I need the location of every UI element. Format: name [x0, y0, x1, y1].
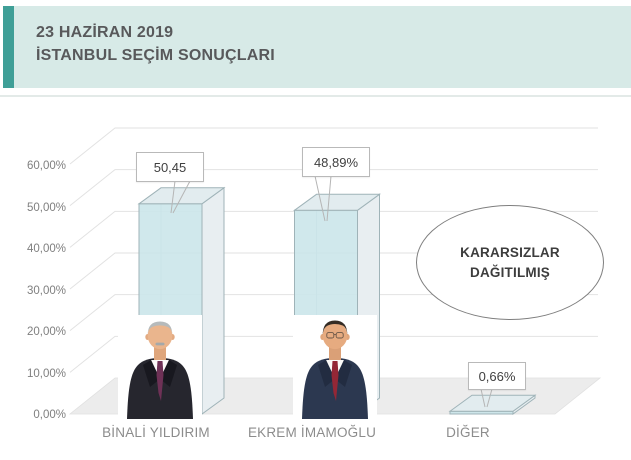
callout-pointer — [486, 388, 493, 408]
category-label-binali: BİNALİ YILDIRIM — [102, 425, 210, 440]
annotation-line2: DAĞITILMIŞ — [470, 264, 550, 280]
header-separator — [0, 95, 631, 97]
y-axis-tick: 20,00% — [26, 326, 66, 338]
tie — [156, 361, 164, 401]
value-callout-binali: 50,45 — [136, 152, 204, 182]
value-label: 0,66% — [478, 368, 516, 384]
gray-hair — [147, 321, 173, 335]
candidate-photo-ekrem-imamoglu — [293, 315, 377, 419]
candidate-photo-binali-yildirim — [118, 315, 202, 419]
lapel-left — [143, 360, 160, 387]
mustache — [155, 342, 165, 346]
value-label: 50,45 — [153, 159, 187, 175]
category-label-diger: DİĞER — [446, 425, 490, 440]
lapel-right — [335, 360, 352, 387]
bar-top-face — [137, 187, 226, 205]
y-axis-tick: 10,00% — [26, 367, 66, 380]
neck — [329, 345, 341, 360]
page-root: { "header": { "title_line1": "23 HAZİRAN… — [0, 6, 631, 460]
category-label-imamoglu: EKREM İMAMOĞLU — [247, 425, 377, 440]
callout-pointer — [480, 388, 486, 408]
y-axis-tick: 0,00% — [33, 409, 66, 421]
tie — [331, 361, 339, 401]
gridline — [69, 169, 598, 207]
neck — [154, 345, 166, 360]
callout-pointer — [326, 175, 332, 222]
face — [147, 321, 173, 350]
face — [322, 321, 348, 350]
bar-side-face — [201, 186, 225, 415]
value-callout-diger: 0,66% — [468, 362, 526, 390]
gridline — [69, 127, 598, 165]
report-header: 23 HAZİRAN 2019 İSTANBUL SEÇİM SONUÇLARI — [3, 6, 631, 88]
glasses-left — [326, 332, 335, 339]
glasses-right — [335, 332, 344, 339]
y-axis-tick: 50,00% — [26, 201, 66, 214]
dark-hair — [322, 320, 348, 336]
annotation-bubble: KARARSIZLAR DAĞITILMIŞ — [416, 205, 604, 320]
election-results-chart: 60,00% 50,00% 40,00% 30,00% 20,00% 10,00% 0,00… — [0, 99, 631, 456]
y-axis-tick: 60,00% — [26, 160, 66, 172]
value-label: 48,89% — [313, 154, 359, 170]
gridline — [69, 335, 598, 373]
callout-pointer-layer — [170, 175, 493, 408]
bar-top-face — [292, 193, 382, 211]
y-axis-tick: 40,00% — [26, 243, 66, 255]
callout-pointer — [170, 180, 176, 214]
page-title-line1: 23 HAZİRAN 2019 — [36, 24, 174, 41]
y-axis-tick: 30,00% — [26, 284, 66, 297]
callout-pointer — [172, 180, 191, 214]
value-callout-imamoglu: 48,89% — [302, 147, 370, 177]
callout-pointer — [314, 175, 326, 222]
lapel-right — [160, 360, 177, 387]
gridline — [69, 210, 598, 248]
annotation-line1: KARARSIZLAR — [460, 244, 560, 260]
bar-top-face — [448, 394, 537, 412]
chart-canvas — [68, 127, 602, 419]
lapel-left — [318, 360, 335, 387]
page-title-line2: İSTANBUL SEÇİM SONUÇLARI — [36, 47, 275, 64]
